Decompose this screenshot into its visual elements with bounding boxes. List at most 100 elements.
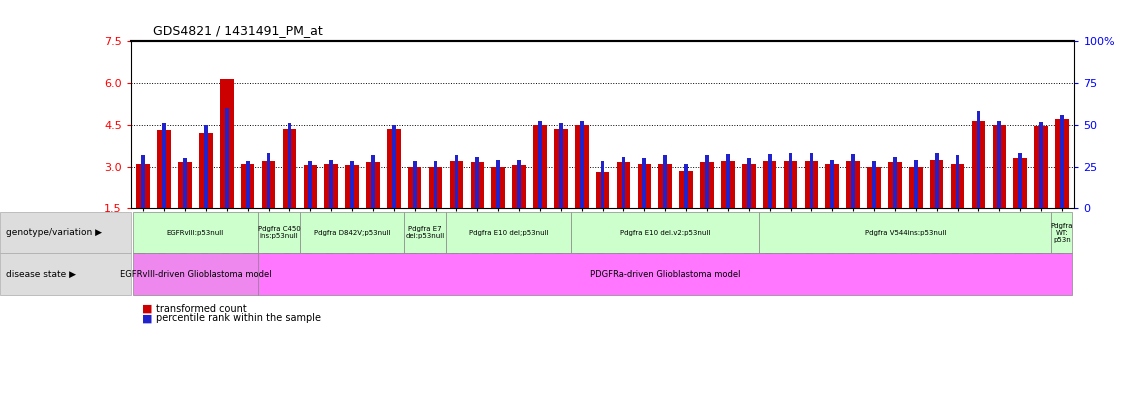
Bar [908,167,922,208]
Bar [805,161,819,208]
Bar [433,161,438,208]
Bar [642,158,646,208]
Bar [225,108,229,208]
Bar [638,164,652,208]
Bar [1060,115,1064,208]
Text: Pdgfra E10 del.v2:p53null: Pdgfra E10 del.v2:p53null [620,230,711,236]
Bar [616,162,630,208]
Bar [888,162,902,208]
Bar [141,155,146,208]
Text: PDGFRa-driven Glioblastoma model: PDGFRa-driven Glioblastoma model [590,270,740,279]
Bar [767,154,772,208]
Bar [846,161,860,208]
Bar [914,160,918,208]
Bar [763,161,777,208]
Bar [810,152,813,208]
Bar [1035,126,1048,208]
Text: Pdgfra E7
del:p53null: Pdgfra E7 del:p53null [406,226,445,239]
Bar [163,123,166,208]
Bar [308,161,313,208]
Bar [324,164,338,208]
Text: genotype/variation ▶: genotype/variation ▶ [6,228,101,237]
Bar [580,121,583,208]
Bar [471,162,484,208]
Bar [997,121,1002,208]
Bar [371,155,375,208]
Bar [179,162,192,208]
Bar [600,161,605,208]
Bar [1039,122,1043,208]
Text: EGFRvIII:p53null: EGFRvIII:p53null [167,230,224,236]
Text: disease state ▶: disease state ▶ [6,270,76,279]
Bar [455,155,458,208]
Bar [408,167,422,208]
Bar [497,160,500,208]
Bar [204,125,208,208]
Bar [789,152,792,208]
Text: EGFRvIII-driven Glioblastoma model: EGFRvIII-driven Glioblastoma model [119,270,272,279]
Bar [893,157,897,208]
Bar [538,121,542,208]
Bar [491,167,505,208]
Bar [304,165,317,208]
Text: ■: ■ [142,303,152,314]
Bar [852,154,855,208]
Bar [199,133,213,208]
Bar [663,155,667,208]
Bar [658,164,672,208]
Bar [700,162,714,208]
Bar [449,161,463,208]
Bar [575,125,589,208]
Bar [993,125,1006,208]
Bar [727,154,730,208]
Bar [705,155,708,208]
Bar [429,167,442,208]
Bar [825,164,839,208]
Text: ■: ■ [142,313,152,323]
Bar [221,79,233,208]
Bar [136,164,150,208]
Bar [868,167,881,208]
Bar [872,161,875,208]
Bar [1055,119,1069,208]
Bar [977,111,980,208]
Bar [392,125,396,208]
Bar [935,152,938,208]
Bar [684,164,688,208]
Bar [830,160,835,208]
Bar [972,121,985,208]
Bar [413,161,416,208]
Bar [241,164,255,208]
Bar [513,165,526,208]
Bar [956,155,960,208]
Bar [1019,152,1022,208]
Bar [387,129,400,208]
Bar [747,158,750,208]
Text: Pdgfra V544ins:p53null: Pdgfra V544ins:p53null [864,230,946,236]
Bar [742,164,756,208]
Bar [288,123,291,208]
Bar [283,129,297,208]
Bar [596,172,609,208]
Bar [183,158,186,208]
Text: percentile rank within the sample: percentile rank within the sample [156,313,321,323]
Bar [721,161,735,208]
Bar [930,160,944,208]
Text: Pdgfra E10 del;p53null: Pdgfra E10 del;p53null [468,230,548,236]
Bar [350,161,354,208]
Text: GDS4821 / 1431491_PM_at: GDS4821 / 1431491_PM_at [153,24,323,37]
Text: Pdgfra D842V;p53null: Pdgfra D842V;p53null [314,230,390,236]
Bar [1013,158,1027,208]
Bar [330,160,333,208]
Text: Pdgfra
WT:
p53n: Pdgfra WT: p53n [1051,223,1073,243]
Bar [517,160,521,208]
Bar [346,165,359,208]
Bar [622,157,625,208]
Bar [475,157,479,208]
Bar [533,125,547,208]
Bar [267,152,271,208]
Bar [262,161,275,208]
Bar [679,171,692,208]
Bar [246,161,249,208]
Bar [951,164,964,208]
